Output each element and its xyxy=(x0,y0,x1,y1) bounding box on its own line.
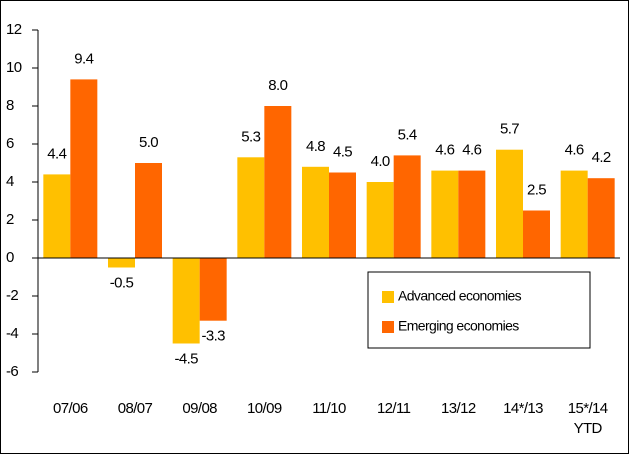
x-tick-label: 14*/13 xyxy=(503,400,543,417)
x-tick-label: 13/12 xyxy=(441,400,476,417)
value-label: 4.4 xyxy=(47,145,66,162)
bar xyxy=(366,182,394,258)
y-tick-label: 4 xyxy=(6,173,14,190)
legend-label: Emerging economies xyxy=(398,318,519,334)
legend: Advanced economies Emerging economies xyxy=(367,271,591,349)
bar xyxy=(458,170,486,258)
value-label: -3.3 xyxy=(201,328,225,345)
value-label: 4.8 xyxy=(306,138,325,155)
bar xyxy=(496,149,523,258)
y-tick-label: 8 xyxy=(6,97,14,114)
bar xyxy=(302,166,329,258)
value-label: 5.4 xyxy=(398,126,417,143)
y-tick-label: -2 xyxy=(6,287,18,304)
legend-label: Advanced economies xyxy=(398,288,522,304)
value-label: 4.2 xyxy=(592,149,611,166)
legend-swatch xyxy=(382,321,394,333)
x-tick-label: 08/07 xyxy=(118,400,153,417)
value-label: 2.5 xyxy=(527,181,546,198)
bar xyxy=(172,258,200,344)
bar xyxy=(237,157,265,258)
y-tick-label: 6 xyxy=(6,135,14,152)
bar xyxy=(135,163,162,258)
y-tick-label: 0 xyxy=(6,249,14,266)
value-label: 9.4 xyxy=(74,50,93,67)
bar xyxy=(329,172,356,258)
x-tick-label: 12/11 xyxy=(377,400,411,417)
value-label: -4.5 xyxy=(174,350,198,367)
value-label: 5.7 xyxy=(500,121,519,138)
legend-frame xyxy=(367,271,591,349)
y-tick-label: 10 xyxy=(6,59,22,76)
value-label: 4.0 xyxy=(371,153,390,170)
x-tick-label: 15*/14 YTD xyxy=(568,400,608,437)
value-label: 4.6 xyxy=(565,142,584,159)
x-tick-label-line: YTD xyxy=(574,420,603,437)
bar xyxy=(523,210,550,258)
y-tick-label: -6 xyxy=(6,363,18,380)
bar xyxy=(393,155,421,258)
value-label: 5.0 xyxy=(139,134,158,151)
legend-swatch xyxy=(382,291,394,303)
y-tick-label: 2 xyxy=(6,211,14,228)
bar xyxy=(560,170,588,258)
y-tick-label: 12 xyxy=(6,21,22,38)
bar xyxy=(199,258,227,321)
bar xyxy=(587,178,615,258)
value-label: 4.5 xyxy=(333,143,352,160)
x-tick-label: 10/09 xyxy=(247,400,282,417)
value-label: 4.6 xyxy=(462,142,481,159)
value-label: -0.5 xyxy=(110,274,134,291)
x-tick-label-line: 15*/14 xyxy=(568,400,608,417)
bar xyxy=(43,174,71,258)
x-tick-label: 09/08 xyxy=(182,400,217,417)
bar xyxy=(264,106,292,258)
bar xyxy=(108,258,135,268)
x-tick-label: 11/10 xyxy=(312,400,346,417)
value-label: 4.6 xyxy=(435,142,454,159)
value-label: 5.3 xyxy=(241,128,260,145)
bar xyxy=(431,170,459,258)
x-tick-label: 07/06 xyxy=(53,400,88,417)
bar xyxy=(70,79,98,259)
y-tick-label: -4 xyxy=(6,325,18,342)
value-label: 8.0 xyxy=(268,77,287,94)
